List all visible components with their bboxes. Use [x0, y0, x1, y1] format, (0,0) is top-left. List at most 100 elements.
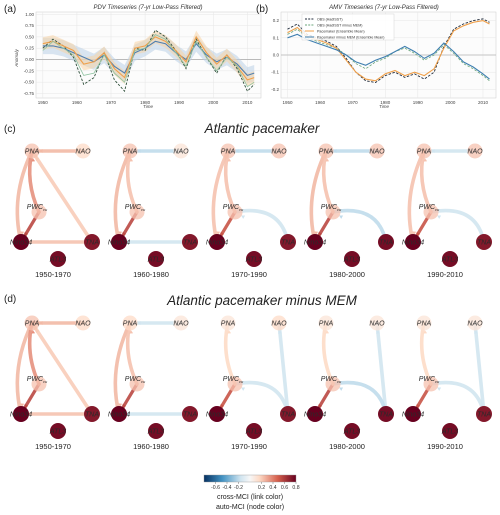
node-label-pwc-main: PWC [321, 204, 338, 211]
node-label-pwc-sub: cu [141, 207, 146, 212]
colorbar-tick-label: -0.2 [234, 485, 243, 491]
panel-a-x-ticks: 1950 1960 1970 1980 1990 2000 2010 [38, 100, 253, 105]
panel-d: (d) Atlantic pacemaker minus MEM PNA NAO N… [4, 293, 492, 451]
node-label-atl3: ATL3 [147, 429, 164, 436]
panel-a-series [42, 29, 255, 93]
node-label-nino: Nino34 [402, 412, 424, 419]
node-label-pwc-main: PWC [419, 376, 436, 383]
y-tick-label: -0.25 [24, 68, 35, 73]
network-arrowhead [118, 231, 123, 236]
node-label-nao: NAO [75, 149, 91, 156]
network-arrowhead [333, 149, 337, 153]
network-3: PNA NAO Nino34 TNA ATL3 PWCcu 1970-1990 [206, 143, 296, 279]
node-label-pwc-main: PWC [223, 204, 240, 211]
node-pna [24, 143, 40, 159]
period-label: 1990-2010 [427, 442, 463, 451]
node-label-tna: TNA [85, 240, 99, 247]
x-tick-label: 1950 [283, 100, 294, 105]
legend-box [301, 13, 395, 41]
network-arrowhead [241, 387, 246, 391]
panel-d-letter: (d) [4, 294, 16, 305]
network-arrowhead [339, 215, 344, 219]
node-label-tna: TNA [281, 240, 295, 247]
node-label-tna: TNA [477, 412, 491, 419]
network-arrowhead [416, 404, 421, 408]
legend-entry: OBS (HadISST) [317, 17, 343, 21]
node-label-pwc-main: PWC [27, 204, 44, 211]
node-label-nino: Nino34 [108, 240, 130, 247]
node-tna [84, 406, 100, 422]
colorbar-tick-label: 0.4 [269, 485, 276, 491]
node-nao [271, 143, 287, 159]
x-tick-label: 1980 [380, 100, 391, 105]
node-tna [476, 406, 492, 422]
panel-d-title: Atlantic pacemaker minus MEM [166, 293, 358, 308]
node-label-nao: NAO [271, 149, 287, 156]
node-label-nao: NAO [173, 321, 189, 328]
panel-b-legend: OBS (HadISST) OBS (HadISST minus MEM) Pace… [301, 13, 395, 41]
panel-a-ylabel: Anomaly [14, 49, 19, 68]
node-label-nao: NAO [467, 149, 483, 156]
network-link [429, 380, 486, 416]
node-label-pna: PNA [123, 149, 138, 156]
network-arrowhead [122, 232, 127, 236]
network-arrowhead [474, 329, 478, 334]
x-tick-label: 2000 [208, 100, 219, 105]
network-link [15, 149, 34, 244]
node-label-pwc: PWCcu [125, 376, 146, 384]
network-1: PNA NAO Nino34 TNA ATL3 PWCcu 1950-1970 [10, 315, 100, 451]
panel-b-series [287, 18, 490, 83]
network-link [233, 208, 290, 244]
panel-c-title: Atlantic pacemaker [204, 121, 320, 136]
panel-a-title: PDV Timeseries (7-yr Low-Pass Filtered) [94, 5, 203, 11]
network-arrowhead [129, 329, 134, 334]
colorbar-label-links: cross-MCI (link color) [217, 494, 283, 501]
node-pna [318, 143, 334, 159]
network-link [429, 208, 486, 244]
node-label-pwc-main: PWC [125, 376, 142, 383]
node-pwc [227, 376, 243, 392]
node-label-tna: TNA [379, 240, 393, 247]
network-arrowhead [431, 149, 435, 153]
network-arrowhead [216, 231, 221, 236]
node-atl3 [148, 251, 164, 267]
node-atl3 [442, 251, 458, 267]
network-arrowhead [412, 231, 417, 236]
y-tick-label: 0.1 [273, 35, 280, 40]
network-arrowhead [227, 329, 232, 334]
network-arrowhead [235, 149, 239, 153]
node-atl3 [148, 423, 164, 439]
network-arrowhead [31, 157, 36, 162]
node-atl3 [344, 423, 360, 439]
panel-b-letter: (b) [256, 4, 268, 15]
period-label: 1970-1990 [231, 442, 267, 451]
panel-b: (b) AMV Timeseries (7-yr Low-Pass Filter… [256, 4, 497, 109]
panel-a: (a) PDV Timeseries (7-yr Low-Pass Filter… [4, 4, 262, 109]
node-label-pna: PNA [221, 149, 236, 156]
node-label-pwc-sub: cu [435, 379, 440, 384]
colorbar-tick-label: 0.6 [281, 485, 288, 491]
node-label-atl3: ATL3 [245, 257, 262, 264]
panel-b-y-ticks: -0.2 -0.1 0.0 0.1 0.2 [271, 18, 279, 92]
network-arrowhead [28, 412, 32, 416]
network-arrowhead [39, 321, 43, 325]
node-label-atl3: ATL3 [49, 429, 66, 436]
node-label-tna: TNA [183, 412, 197, 419]
node-pna [220, 315, 236, 331]
node-pna [122, 315, 138, 331]
period-label: 1960-1980 [133, 270, 169, 279]
colorbar-tick-label: 0.2 [258, 485, 265, 491]
y-tick-label: 0.25 [25, 46, 34, 51]
x-tick-label: 1970 [348, 100, 359, 105]
node-label-nino: Nino34 [402, 240, 424, 247]
network-2: PNA NAO Nino34 TNA ATL3 PWCcu 1960-1980 [108, 315, 198, 451]
node-label-nino: Nino34 [206, 412, 228, 419]
node-label-pwc: PWCcu [321, 376, 342, 384]
node-nino [307, 406, 323, 422]
node-label-pwc: PWCcu [27, 204, 48, 212]
network-3: PNA NAO Nino34 TNA ATL3 PWCcu 1970-1990 [206, 315, 296, 451]
network-link [375, 321, 388, 416]
node-nao [173, 143, 189, 159]
network-arrowhead [318, 232, 323, 236]
